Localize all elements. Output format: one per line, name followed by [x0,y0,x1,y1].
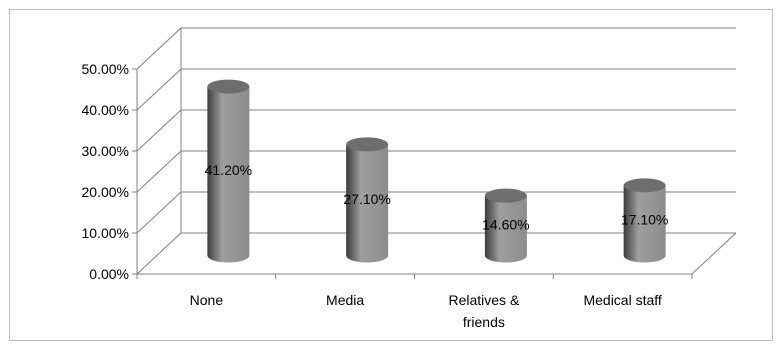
chart-frame [9,9,773,341]
bar-body-1 [346,144,389,263]
bar-0 [207,79,250,263]
data-label-1: 27.10% [343,191,390,207]
data-label-3: 17.10% [621,211,668,227]
bar-top-2 [484,188,527,203]
x-tick-label-0: None [190,292,224,308]
x-tick-label-line: Relatives & [448,292,519,308]
data-labels: 41.20% 27.10% 14.60% 17.10% [205,162,669,233]
side-gridline-20 [136,150,182,193]
y-tick-label-0: 0.00% [89,266,129,282]
data-label-2: 14.60% [482,217,529,233]
bars [207,79,666,263]
bar-3 [623,178,666,263]
bar-1 [346,137,389,263]
bar-top-1 [346,137,389,152]
x-tick-label-line: Media [326,292,364,308]
y-axis-tick-labels: 0.00% 10.00% 20.00% 30.00% 40.00% 50.00% [82,61,129,282]
floor-right-edge [691,232,737,275]
y-tick-label-50: 50.00% [82,61,129,77]
y-tick-label-30: 30.00% [82,143,129,159]
bar-top-0 [207,79,250,94]
side-gridline-30 [136,109,182,152]
x-tick-label-line: friends [463,314,505,330]
x-tick-label-line: None [190,292,224,308]
x-tick-label-2: Relatives & friends [448,292,519,330]
data-label-0: 41.20% [205,162,252,178]
y-tick-label-10: 10.00% [82,225,129,241]
side-gridline-0 [136,232,182,275]
y-tick-label-40: 40.00% [82,102,129,118]
y-tick-label-20: 20.00% [82,184,129,200]
side-gridline-50 [136,27,182,70]
side-gridline-10 [136,191,182,234]
x-tick-label-1: Media [326,292,364,308]
bar-body-3 [623,185,666,263]
x-tick-label-line: Medical staff [583,292,661,308]
bar-body-2 [484,195,527,263]
bar-top-3 [623,178,666,193]
axes [132,28,737,279]
side-gridline-40 [136,68,182,111]
x-tick-label-3: Medical staff [583,292,661,308]
x-axis-tick-labels: None Media Relatives & friends Medical staff [190,292,662,330]
bar-2 [484,188,527,263]
bar-body-0 [207,86,250,263]
